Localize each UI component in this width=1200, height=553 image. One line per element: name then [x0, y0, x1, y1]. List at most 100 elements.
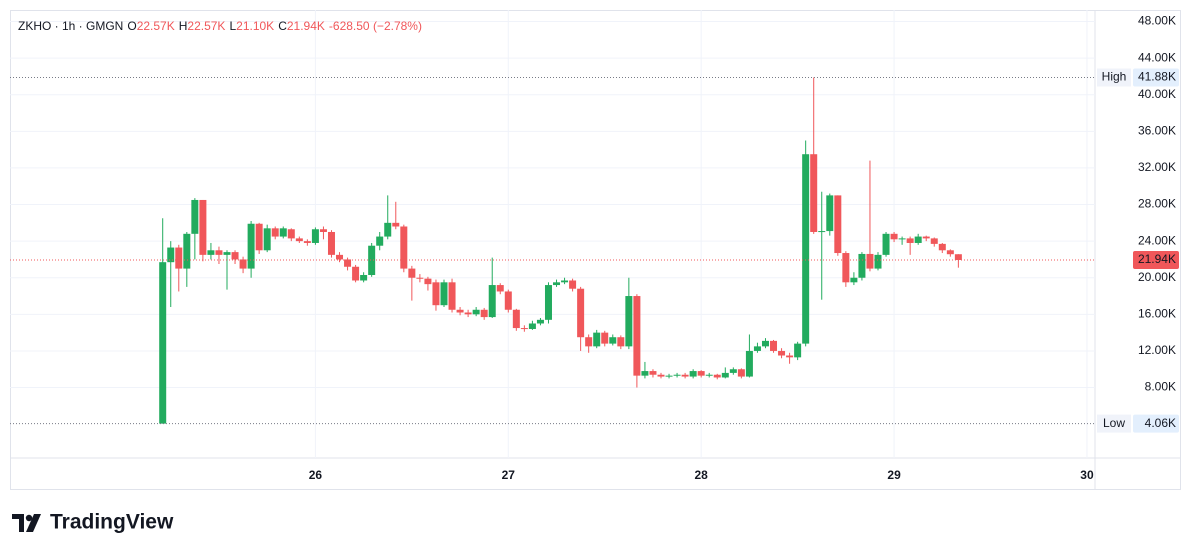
candle-body [729, 369, 737, 373]
y-tick-label: 8.00K [1145, 380, 1176, 394]
brand: TradingView [50, 511, 174, 534]
y-tick-label: 24.00K [1138, 233, 1176, 247]
legend-value: 22.57K [187, 19, 225, 33]
legend-value: 21.10K [236, 19, 274, 33]
x-tick-label: 28 [695, 468, 709, 482]
y-tick-label: 12.00K [1138, 343, 1176, 357]
candle-body [480, 309, 488, 318]
last_price-label-bg [1133, 250, 1179, 269]
high_line-label-bg [1133, 68, 1179, 87]
candle-body [215, 250, 223, 255]
x-tick-label: 26 [309, 468, 323, 482]
logo [12, 514, 41, 532]
candle-body [432, 282, 440, 306]
candle-body [641, 371, 649, 376]
candle-body [368, 245, 376, 275]
legend-key: L [229, 19, 236, 33]
candle-body [336, 254, 344, 260]
candle-body [416, 277, 424, 279]
candle-body [705, 374, 713, 376]
candle-body [528, 323, 536, 329]
candle-body [520, 328, 528, 330]
candle-body [601, 332, 609, 344]
y-tick-label: 20.00K [1138, 270, 1176, 284]
high_line-name: High [1102, 70, 1127, 84]
candle-body [456, 309, 464, 313]
candle-body [544, 285, 552, 320]
candle-body [392, 222, 400, 227]
candle-body [761, 340, 769, 347]
candle-body [834, 195, 842, 254]
high_line-label: 41.88K [1138, 70, 1176, 84]
candle-body [488, 285, 496, 318]
candle-body [239, 259, 247, 269]
y-tick-label: 36.00K [1138, 124, 1176, 138]
candle-body [496, 285, 504, 292]
y-tick-label: 32.00K [1138, 160, 1176, 174]
candle-body [633, 296, 641, 376]
overlays: 8.00K 12.00K 16.00K 20.00K 24.00K 28.00K 32.00… [10, 14, 1179, 482]
y-tick-label: 44.00K [1138, 50, 1176, 64]
candle-body [810, 154, 818, 232]
candles [159, 77, 962, 424]
low_line-label-bg [1133, 414, 1179, 433]
candle-body [922, 236, 930, 239]
candle-body [319, 229, 327, 232]
candle-body [344, 259, 352, 267]
candle-body [737, 369, 745, 377]
candle-body [721, 372, 729, 378]
candle-body [569, 280, 577, 289]
candle-body [352, 266, 360, 281]
y-tick-label: 28.00K [1138, 197, 1176, 211]
candle-body [794, 343, 802, 358]
x-tick-label: 29 [887, 468, 901, 482]
legend-value: 21.94K [287, 19, 325, 33]
candle-body [175, 247, 183, 269]
y-tick-label: 16.00K [1138, 307, 1176, 321]
candle-body [753, 346, 761, 351]
legend-key: O [127, 19, 136, 33]
candle-body [826, 195, 834, 232]
candle-body [850, 277, 858, 283]
candle-body [657, 374, 665, 377]
candle-body [745, 350, 753, 377]
candle-body [440, 282, 448, 306]
candle-body [167, 247, 175, 263]
candle-body [408, 268, 416, 278]
candle-body [593, 332, 601, 347]
legend-items: O22.57K H22.57K L21.10K C21.94K -628.50 (−2.… [127, 19, 422, 33]
candle-body [424, 278, 432, 285]
y-tick-label: 40.00K [1138, 87, 1176, 101]
low_line-name: Low [1103, 416, 1125, 430]
candle-body [311, 229, 319, 243]
candle-body [818, 231, 826, 233]
candle-body [376, 236, 384, 246]
candle-body [199, 199, 207, 255]
candle-body [906, 238, 914, 243]
y-tick-label: 48.00K [1138, 14, 1176, 28]
candle-body [464, 312, 472, 315]
candle-body [504, 291, 512, 310]
candle-body [472, 309, 480, 315]
candle-body [689, 371, 697, 377]
low_line-name-bg [1097, 414, 1131, 433]
last_price-label: 21.94K [1138, 252, 1176, 266]
candle-body [898, 238, 906, 240]
candle-body [271, 228, 279, 237]
candle-body [207, 250, 215, 255]
symbol: ZKHO · 1h · GMGN [18, 19, 123, 33]
legend-key: H [179, 19, 188, 33]
candle-body [577, 288, 585, 338]
candle-body [448, 282, 456, 310]
candle-body [191, 199, 199, 234]
legend-value: 22.57K [137, 19, 175, 33]
candle-body [954, 254, 962, 260]
x-tick-label: 27 [502, 468, 516, 482]
candle-body [327, 231, 335, 255]
candle-body [247, 223, 255, 269]
candle-body [649, 371, 657, 375]
candle-body [400, 226, 408, 269]
x-tick-label: 30 [1080, 468, 1094, 482]
candle-body [713, 374, 721, 378]
